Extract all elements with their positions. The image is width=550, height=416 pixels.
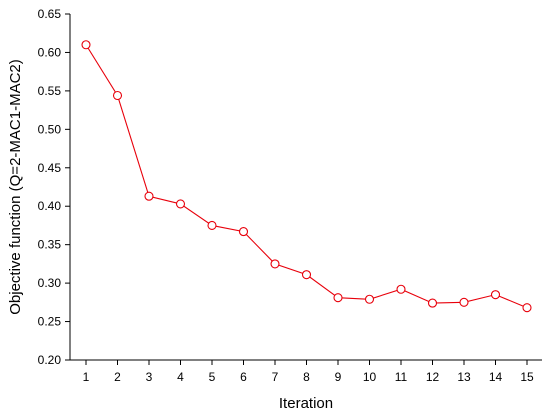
y-tick-label: 0.30 [38,276,62,290]
data-point [522,303,532,313]
x-tick-label: 7 [272,370,279,384]
y-tick-label: 0.25 [38,315,62,329]
x-tick-label: 8 [303,370,310,384]
x-tick-label: 14 [489,370,503,384]
x-tick-label: 5 [209,370,216,384]
y-tick-label: 0.60 [38,45,62,59]
data-point [144,191,154,201]
y-tick-label: 0.35 [38,238,62,252]
x-tick-label: 6 [240,370,247,384]
data-point [301,270,312,280]
data-point [238,227,249,237]
series-line [85,44,528,309]
x-tick-label: 15 [520,370,534,384]
x-tick-label: 13 [457,370,471,384]
x-tick-label: 12 [426,370,440,384]
x-tick-label: 3 [146,370,153,384]
y-tick-label: 0.20 [38,353,62,367]
data-point [459,297,469,307]
x-tick-label: 4 [177,370,184,384]
data-point [364,294,375,304]
data-point [175,199,186,209]
data-point [81,40,91,50]
data-point [333,293,343,303]
y-tick-label: 0.55 [38,84,62,98]
y-tick-label: 0.45 [38,161,62,175]
data-point [490,290,501,300]
data-point [270,259,280,269]
x-tick-label: 9 [335,370,342,384]
x-tick-label: 11 [395,370,408,384]
axes-layer: 0.20 0.25 0.30 0.35 0.40 0.45 0.50 0.55 0.60 0.65… [38,7,542,384]
series-layer [81,40,532,313]
x-axis-title: Iteration [279,395,333,412]
x-tick-label: 2 [114,370,121,384]
data-point [112,90,123,101]
y-axis-title: Objective function (Q=2-MAC1-MAC2) [7,59,24,315]
x-tick-label: 1 [83,370,90,384]
y-tick-label: 0.65 [38,7,62,21]
x-tick-label: 10 [363,370,377,384]
data-point [396,284,406,294]
y-tick-label: 0.50 [38,122,62,136]
y-tick-label: 0.40 [38,199,62,213]
data-point [207,220,217,230]
data-point [427,298,438,308]
